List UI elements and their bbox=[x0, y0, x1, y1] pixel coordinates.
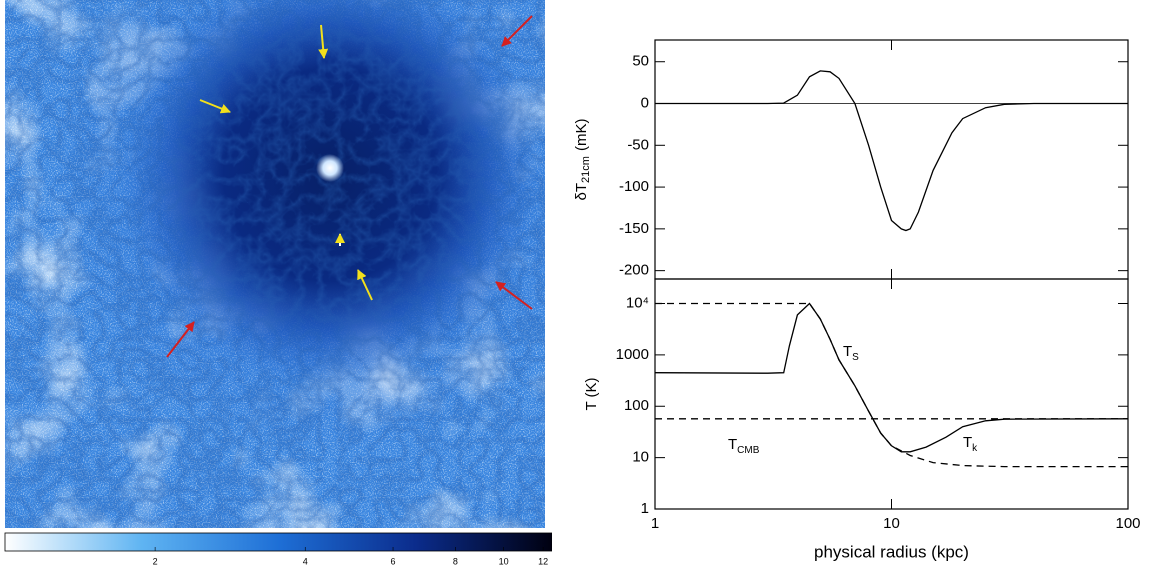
line-series bbox=[655, 302, 1128, 468]
y-tick-label: 0 bbox=[641, 94, 649, 111]
y-axis-label: T (K) bbox=[583, 377, 600, 410]
y-tick-label: 100 bbox=[624, 397, 649, 414]
y-axis-label-part: (mK) bbox=[573, 119, 590, 152]
annotation-text: T bbox=[728, 436, 737, 453]
x-tick-label: 10 bbox=[883, 515, 900, 532]
colorbar-label: 10 bbox=[499, 556, 509, 566]
line-series bbox=[655, 70, 1128, 232]
y-axis-label: δT21cm (mK) bbox=[573, 119, 592, 201]
annotation: TCMB bbox=[728, 436, 760, 456]
x-axis-label: physical radius (kpc) bbox=[814, 542, 969, 561]
colorbar-label: 4 bbox=[303, 556, 308, 566]
y-tick-label: 50 bbox=[632, 53, 649, 70]
annotation-text: T bbox=[843, 343, 852, 360]
y-axis-label-part: δT bbox=[573, 183, 590, 201]
y-tick-label: 1 bbox=[641, 500, 649, 517]
x-tick-label: 100 bbox=[1115, 515, 1140, 532]
x-tick-label: 1 bbox=[651, 515, 659, 532]
colorbar: 2 4 6 8 10 12 bbox=[4, 532, 552, 566]
colorbar-label: 8 bbox=[453, 556, 458, 566]
y-tick-label: -50 bbox=[627, 136, 649, 153]
y-tick-label: -150 bbox=[619, 220, 649, 237]
y-tick-label: -100 bbox=[619, 178, 649, 195]
plot-frame bbox=[654, 39, 1129, 280]
plot-frame bbox=[654, 278, 1129, 510]
y-tick-label: 10⁴ bbox=[626, 294, 649, 311]
y-axis-label-part: 21cm bbox=[580, 156, 592, 183]
y-tick-label: 10 bbox=[632, 449, 649, 466]
colorbar-label: 2 bbox=[153, 556, 158, 566]
map bbox=[5, 0, 545, 528]
colorbar-label: 6 bbox=[391, 556, 396, 566]
colorbar-label: 12 bbox=[538, 556, 548, 566]
annotation: TS bbox=[843, 343, 859, 363]
annotation: Tk bbox=[963, 434, 978, 454]
line-series bbox=[654, 302, 1129, 453]
annotation-sub: CMB bbox=[737, 445, 760, 456]
y-tick-label: -200 bbox=[619, 262, 649, 279]
y-tick-label: 1000 bbox=[616, 346, 649, 363]
annotation-text: T bbox=[963, 434, 972, 451]
annotation-sub: k bbox=[972, 443, 978, 454]
annotation-sub: S bbox=[852, 352, 859, 363]
